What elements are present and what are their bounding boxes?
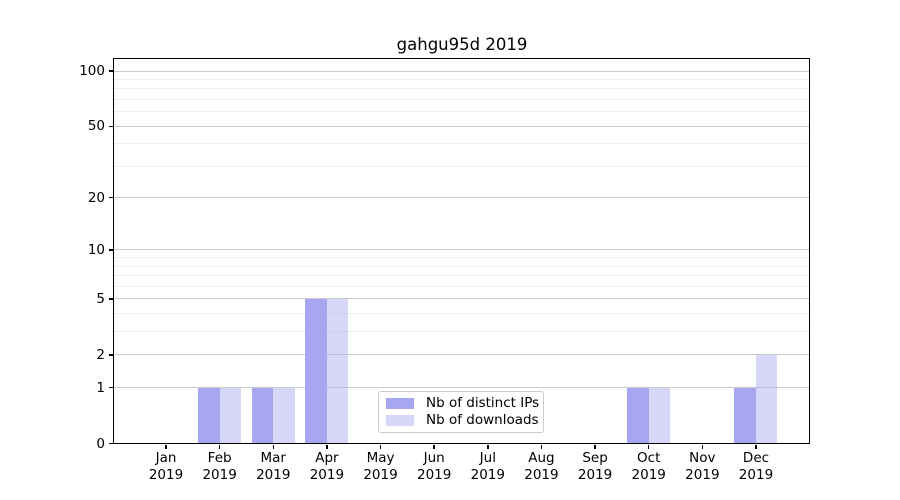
y-tick-label-50: 50 — [87, 118, 105, 135]
x-tick-label-sep: Sep 2019 — [577, 450, 613, 483]
x-tick-label-aug: Aug 2019 — [524, 450, 559, 483]
bar-nb-of-distinct-ips-oct — [627, 387, 649, 444]
x-tick-label-apr: Apr 2019 — [309, 450, 345, 483]
gridline-minor-30 — [114, 165, 810, 167]
gridline-major-20 — [114, 197, 810, 199]
x-tick-label-nov: Nov 2019 — [685, 450, 720, 483]
x-tick-label-may: May 2019 — [363, 450, 398, 483]
x-tick-label-mar: Mar 2019 — [256, 450, 291, 483]
x-tick-mar — [272, 444, 274, 449]
x-tick-may — [379, 444, 382, 449]
gridline-major-1 — [114, 387, 810, 389]
y-tick-label-5: 5 — [96, 290, 105, 307]
legend-swatch-downloads-icon — [386, 415, 414, 426]
legend: Nb of distinct IPs Nb of downloads — [378, 391, 544, 433]
gridline-minor-8 — [114, 265, 810, 267]
gridline-minor-40 — [114, 143, 810, 145]
y-tick-100 — [109, 70, 114, 72]
gridline-major-2 — [114, 354, 810, 356]
x-tick-jun — [433, 444, 435, 449]
gridline-minor-4 — [114, 313, 810, 315]
bar-nb-of-downloads-mar — [273, 387, 295, 444]
gridline-minor-90 — [114, 78, 810, 80]
x-tick-sep — [594, 444, 596, 449]
y-tick-label-0: 0 — [96, 435, 105, 452]
gridline-minor-70 — [114, 99, 810, 100]
bar-nb-of-downloads-feb — [219, 387, 242, 444]
x-tick-label-feb: Feb 2019 — [202, 450, 237, 483]
x-tick-label-jul: Jul 2019 — [470, 450, 505, 483]
x-tick-apr — [326, 444, 328, 449]
y-tick-0 — [109, 442, 114, 445]
bar-nb-of-downloads-apr — [326, 298, 349, 444]
chart-title: gahgu95d 2019 — [396, 35, 528, 54]
bar-nb-of-distinct-ips-feb — [198, 387, 220, 444]
x-tick-label-jan: Jan 2019 — [148, 450, 184, 483]
bar-nb-of-distinct-ips-dec — [734, 387, 756, 444]
bar-nb-of-distinct-ips-mar — [251, 387, 274, 444]
x-tick-jul — [487, 444, 489, 449]
legend-item-distinct-ips: Nb of distinct IPs — [386, 395, 540, 411]
x-tick-label-dec: Dec 2019 — [738, 450, 774, 483]
y-tick-5 — [109, 298, 114, 300]
legend-label-distinct-ips: Nb of distinct IPs — [426, 395, 540, 411]
bar-nb-of-downloads-dec — [755, 354, 778, 444]
x-tick-dec — [755, 444, 757, 449]
x-tick-nov — [701, 444, 704, 449]
legend-swatch-distinct-ips-icon — [386, 398, 414, 409]
gridline-major-100 — [114, 70, 810, 72]
y-tick-label-20: 20 — [87, 189, 105, 206]
bar-nb-of-distinct-ips-apr — [305, 298, 327, 444]
gridline-minor-7 — [114, 275, 810, 277]
gridline-major-5 — [114, 298, 810, 300]
gridline-minor-6 — [114, 285, 810, 287]
legend-label-downloads: Nb of downloads — [426, 412, 539, 428]
legend-item-downloads: Nb of downloads — [386, 412, 539, 428]
x-tick-label-oct: Oct 2019 — [631, 450, 666, 483]
y-tick-10 — [109, 249, 114, 251]
gridline-minor-3 — [114, 331, 810, 333]
y-tick-1 — [109, 386, 114, 389]
x-tick-aug — [540, 444, 543, 449]
gridline-minor-60 — [114, 111, 810, 113]
x-tick-oct — [648, 444, 650, 449]
y-tick-20 — [109, 197, 114, 199]
y-tick-label-100: 100 — [79, 63, 105, 80]
gridline-minor-80 — [114, 88, 810, 90]
y-tick-2 — [109, 354, 114, 356]
x-tick-jan — [165, 444, 167, 449]
gridline-minor-9 — [114, 257, 810, 259]
gridline-major-10 — [114, 249, 810, 251]
x-tick-label-jun: Jun 2019 — [416, 450, 452, 483]
gridline-major-50 — [114, 125, 810, 127]
y-tick-label-1: 1 — [96, 379, 105, 396]
y-tick-50 — [109, 125, 114, 127]
bar-nb-of-downloads-oct — [648, 387, 671, 444]
y-tick-label-10: 10 — [87, 241, 105, 258]
y-tick-label-2: 2 — [96, 346, 105, 363]
plot-area — [114, 59, 810, 444]
x-tick-feb — [218, 444, 221, 449]
